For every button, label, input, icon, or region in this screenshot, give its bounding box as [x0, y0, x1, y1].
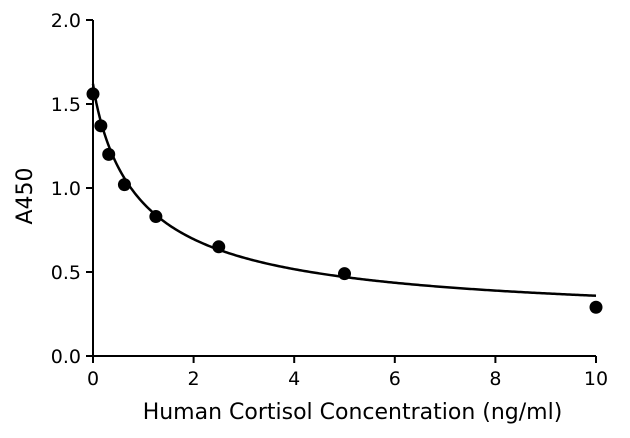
fit-curve: [91, 83, 597, 297]
x-axis-title: Human Cortisol Concentration (ng/ml): [143, 400, 563, 425]
data-point: [94, 119, 108, 133]
data-point: [212, 240, 226, 254]
data-point: [338, 267, 351, 281]
y-tick-label: 0.5: [51, 262, 81, 284]
x-tick-label: 4: [288, 368, 300, 390]
y-axis-ticks: 0.0 0.5 1.0 1.5 2.0: [51, 10, 93, 368]
y-tick-label: 1.0: [51, 178, 81, 200]
x-tick-label: 10: [584, 368, 608, 390]
data-points: [86, 87, 603, 314]
y-tick-label: 0.0: [51, 346, 81, 368]
x-axis-ticks: 0 2 4 6 8 10: [87, 356, 608, 390]
y-tick-label: 1.5: [51, 94, 81, 116]
x-tick-label: 8: [489, 368, 501, 390]
y-axis-title: A450: [13, 167, 38, 224]
x-tick-label: 0: [87, 368, 99, 390]
data-point: [149, 210, 163, 224]
y-tick-label: 2.0: [51, 10, 81, 32]
data-point: [117, 178, 131, 192]
axes: [92, 20, 596, 357]
x-tick-label: 2: [188, 368, 200, 390]
data-point: [102, 147, 116, 161]
data-point: [86, 87, 100, 101]
data-point: [589, 300, 603, 314]
x-tick-label: 6: [389, 368, 401, 390]
